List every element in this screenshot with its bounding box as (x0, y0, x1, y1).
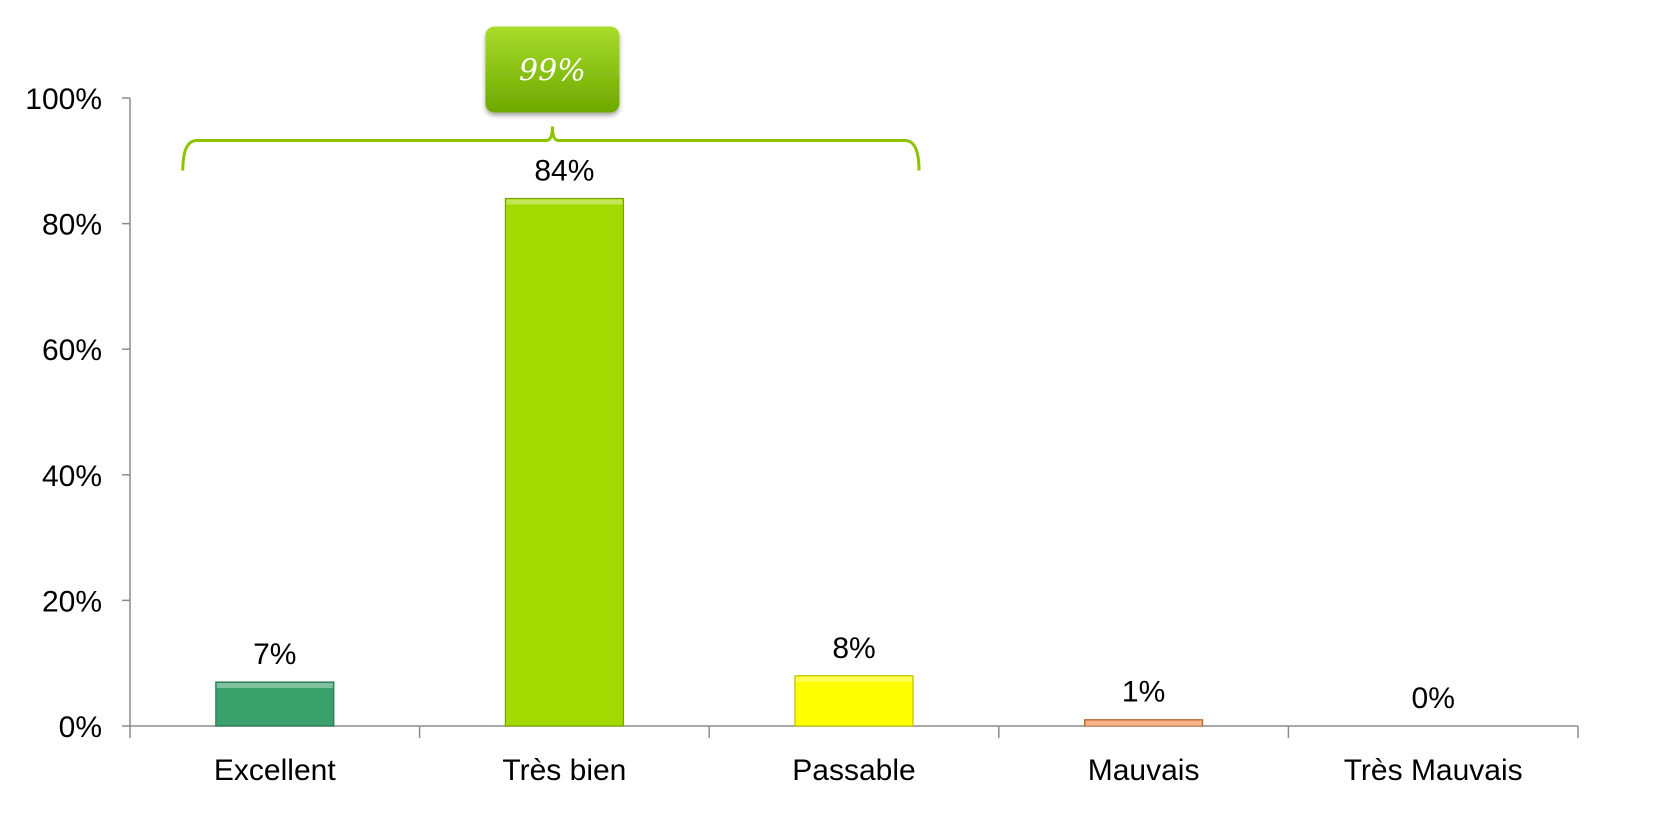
bar-highlight (506, 199, 623, 205)
x-tick-label: Très bien (502, 754, 626, 787)
bar (215, 681, 335, 727)
x-axis: Excellent Très bien Passable Mauvais Très Ma… (129, 725, 1579, 787)
bar-highlight (216, 683, 333, 689)
annotation-label: 99% (519, 53, 586, 88)
annotation-box (485, 26, 620, 113)
bars-group (215, 197, 1204, 727)
x-tick-label: Très Mauvais (1344, 754, 1523, 787)
bar (504, 197, 624, 727)
x-tick-label: Excellent (214, 754, 336, 787)
data-label: 0% (1412, 682, 1455, 715)
data-label: 1% (1122, 676, 1165, 709)
data-label: 8% (832, 632, 875, 665)
y-tick-label: 100% (25, 83, 102, 116)
y-tick-label: 40% (42, 460, 102, 493)
data-label: 84% (534, 154, 594, 187)
annotation-callout: 99% (181, 26, 921, 171)
data-labels-group: 7% 84% 8% 1% 0% (253, 154, 1455, 715)
y-axis: 0% 20% 40% 60% 80% 100% (25, 83, 131, 744)
annotation-brace (181, 126, 921, 171)
y-tick-label: 80% (42, 209, 102, 242)
x-tick-label: Mauvais (1088, 754, 1200, 787)
bar (794, 675, 914, 727)
y-tick-label: 0% (59, 711, 102, 744)
bar-highlight (796, 676, 912, 682)
bar-highlight (1085, 720, 1202, 726)
data-label: 7% (253, 638, 296, 671)
y-tick-label: 60% (42, 334, 102, 367)
y-tick-label: 20% (42, 585, 102, 618)
x-tick-label: Passable (792, 754, 915, 787)
